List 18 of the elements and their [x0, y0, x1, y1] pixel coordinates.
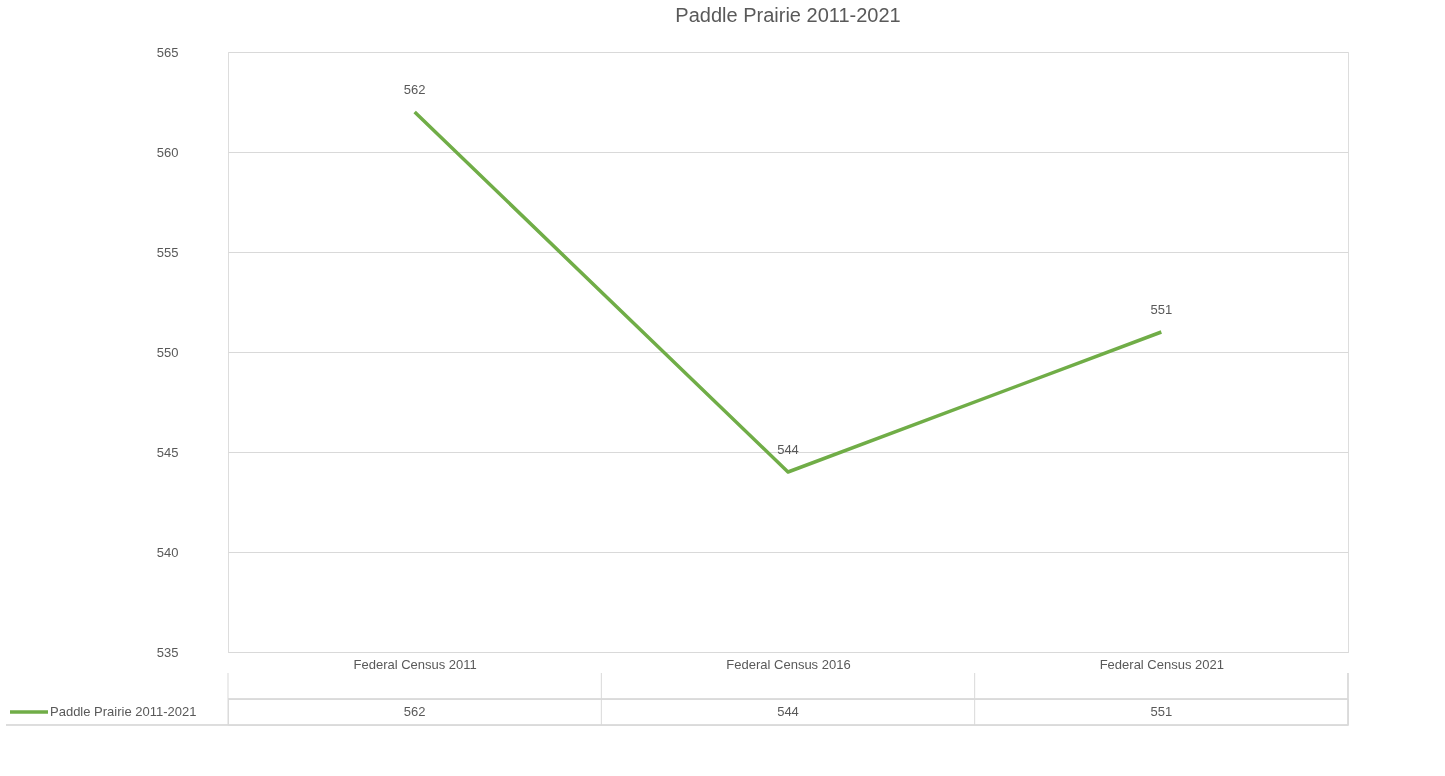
- data-label: 562: [403, 704, 426, 719]
- y-tick-label: 545: [156, 444, 179, 460]
- x-tick-label: Federal Census 2021: [1099, 656, 1224, 672]
- data-label: 544: [777, 704, 799, 719]
- text: 551: [1150, 302, 1173, 317]
- text: 544: [777, 442, 799, 457]
- x-tick-label: Federal Census 2016: [726, 656, 851, 672]
- y-tick-label: 565: [156, 44, 179, 60]
- chart-title: Paddle Prairie 2011-2021: [675, 4, 901, 26]
- data-label: 551: [1150, 704, 1173, 719]
- y-tick-label: 550: [156, 344, 179, 360]
- x-tick-label: Federal Census 2011: [353, 656, 477, 672]
- text: 562: [403, 82, 426, 97]
- y-tick-label: 540: [156, 544, 179, 560]
- legend-label: Paddle Prairie 2011-2021: [50, 704, 197, 719]
- y-tick-label: 535: [156, 644, 179, 660]
- y-tick-label: 560: [156, 144, 179, 160]
- y-tick-label: 555: [156, 244, 179, 260]
